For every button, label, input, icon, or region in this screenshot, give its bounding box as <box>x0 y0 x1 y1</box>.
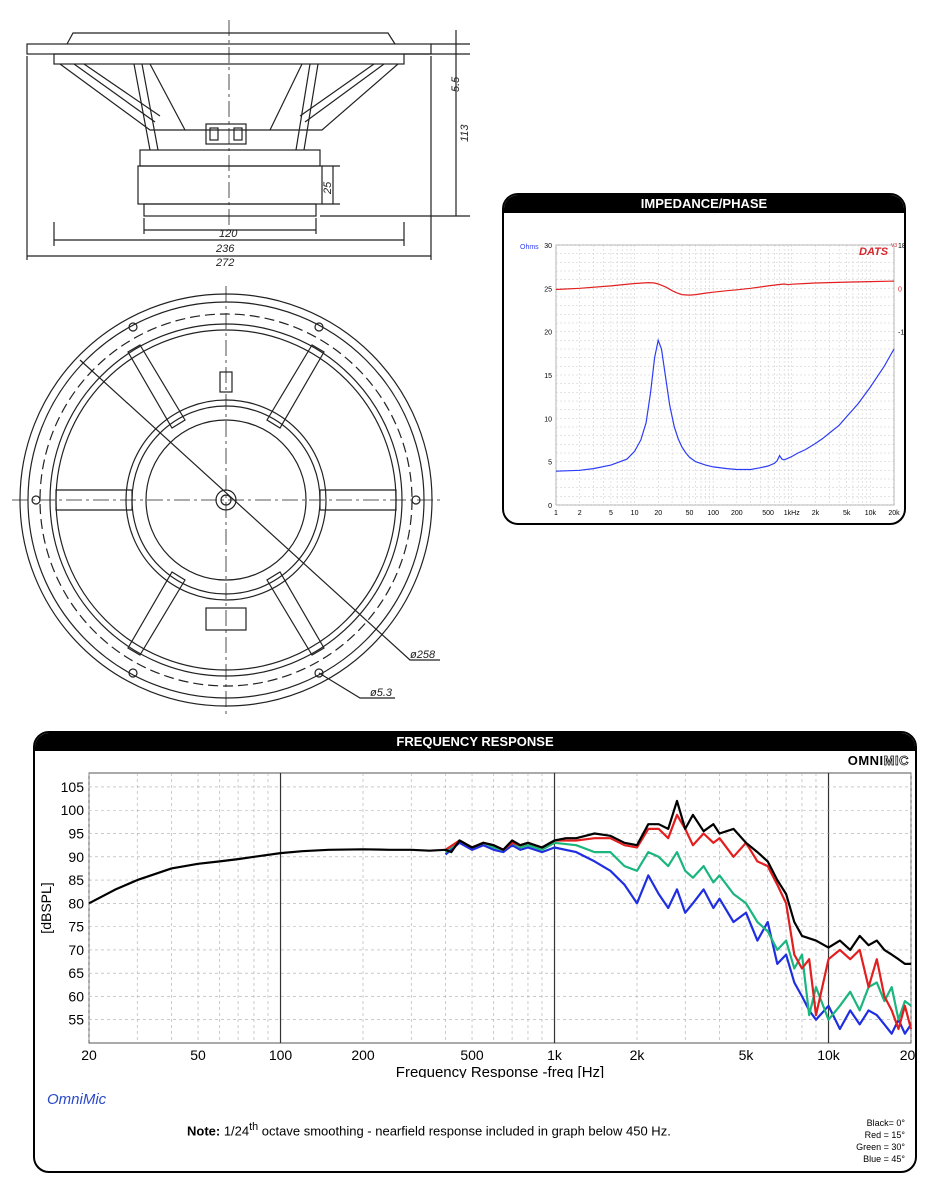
note-prefix: 1/24 <box>220 1123 250 1139</box>
fr-x-tick-label: 50 <box>190 1047 206 1063</box>
impedance-x-tick-label: 500 <box>762 510 774 517</box>
note-sup: th <box>249 1121 259 1133</box>
legend-blue: Blue = 45° <box>863 1154 905 1164</box>
impedance-y-tick-label: 5 <box>548 460 552 467</box>
omnimic-logo-left: OMNI <box>847 753 884 768</box>
frequency-response-title: FREQUENCY RESPONSE <box>35 733 915 751</box>
legend-green: Green = 30° <box>856 1142 905 1152</box>
fr-x-tick-label: 20 <box>81 1047 97 1063</box>
fr-x-tick-label: 5k <box>739 1047 755 1063</box>
dim-d5-3: ø5.3 <box>370 687 393 699</box>
fr-x-tick-label: 500 <box>460 1047 484 1063</box>
fr-y-tick-label: 75 <box>68 919 84 935</box>
fr-plot-area <box>88 772 912 1044</box>
fr-y-axis-label: [dBSPL] <box>38 882 54 933</box>
fr-x-tick-label: 200 <box>351 1047 375 1063</box>
fr-y-tick-label: 60 <box>68 988 84 1004</box>
fr-y-tick-label: 105 <box>61 779 85 795</box>
omnimic-logo-right: MIC <box>883 753 909 769</box>
impedance-x-tick-label: 5k <box>843 510 851 517</box>
fr-x-tick-label: 20k <box>900 1047 915 1063</box>
impedance-y-tick-label: 15 <box>544 373 552 380</box>
dim-236: 236 <box>215 243 235 255</box>
dim-120: 120 <box>219 228 238 240</box>
impedance-x-tick-label: 2 <box>578 510 582 517</box>
fr-y-tick-label: 100 <box>61 802 85 818</box>
impedance-curve <box>555 338 895 472</box>
dim-272: 272 <box>215 257 234 269</box>
smoothing-note: Note: 1/24th octave smoothing - nearfiel… <box>187 1121 671 1138</box>
curve-30-deg-green <box>444 839 912 1021</box>
impedance-x-tick-label: 5 <box>609 510 613 517</box>
impedance-x-tick-label: 50 <box>686 510 694 517</box>
impedance-x-tick-label: 100 <box>707 510 719 517</box>
frequency-response-chart: 55 60 65 70 75 80 85 90 95 100 105 20 50 100 200 500 1k 2… <box>38 772 915 1078</box>
impedance-y-tick-label: 10 <box>544 416 552 423</box>
impedance-panel-title: IMPEDANCE/PHASE <box>504 195 904 213</box>
dats-logo-superscript: V3 <box>891 243 897 249</box>
phase-tick-label: 0 deg <box>898 286 904 293</box>
impedance-x-tick-label: 20k <box>888 510 900 517</box>
fr-x-tick-label: 10k <box>817 1047 841 1063</box>
fr-y-tick-label: 65 <box>68 965 84 981</box>
dim-5-5: 5.5 <box>450 76 462 92</box>
impedance-x-tick-label: 10k <box>865 510 877 517</box>
speaker-drawings: 5.5 113 25 120 236 272 ø258 ø5.3 <box>12 20 471 714</box>
fr-y-tick-label: 80 <box>68 895 84 911</box>
dim-113: 113 <box>459 124 471 142</box>
impedance-y-tick-label: 30 <box>544 243 552 250</box>
fr-x-tick-label: 1k <box>547 1047 563 1063</box>
fr-y-tick-label: 95 <box>68 826 84 842</box>
fr-y-tick-label: 90 <box>68 849 84 865</box>
side-view-drawing <box>26 20 470 260</box>
fr-x-axis-label: Frequency Response -freq [Hz] <box>396 1064 604 1078</box>
fr-y-tick-label: 55 <box>68 1012 84 1028</box>
impedance-y-tick-label: 20 <box>544 330 552 337</box>
dats-logo: DATS <box>859 246 889 258</box>
legend-red: Red = 15° <box>864 1130 905 1140</box>
fr-y-tick-label: 70 <box>68 942 84 958</box>
phase-tick-label: -180° <box>898 329 904 337</box>
impedance-panel: IMPEDANCE/PHASE 1 2 5 10 20 50 100 200 500 1kHz 2k… <box>502 193 906 525</box>
impedance-x-tick-label: 1 <box>554 510 558 517</box>
omnimic-logo: OMNIMIC <box>847 753 909 769</box>
impedance-y-tick-label: 25 <box>544 286 552 293</box>
impedance-x-tick-label: 200 <box>731 510 743 517</box>
impedance-x-tick-label: 20 <box>654 510 662 517</box>
curve-45-deg-blue <box>444 841 912 1035</box>
dim-d258: ø258 <box>410 649 436 661</box>
note-rest: octave smoothing - nearfield response in… <box>258 1123 671 1139</box>
impedance-x-tick-label: 1kHz <box>784 510 800 517</box>
dim-25: 25 <box>322 181 334 195</box>
fr-x-tick-label: 100 <box>269 1047 293 1063</box>
front-view-drawing <box>12 286 440 714</box>
fr-y-tick-label: 85 <box>68 872 84 888</box>
curve-0-deg-black <box>88 799 911 965</box>
impedance-y-axis-label: Ohms <box>520 244 539 251</box>
omnimic-label: OmniMic <box>47 1091 107 1108</box>
phase-curve <box>555 280 895 296</box>
fr-x-tick-label: 2k <box>630 1047 646 1063</box>
legend-black: Black= 0° <box>866 1118 905 1128</box>
impedance-x-tick-label: 2k <box>812 510 820 517</box>
frequency-response-panel: FREQUENCY RESPONSE OMNIMIC 55 60 65 70 75 80 8… <box>33 731 917 1173</box>
impedance-y-tick-label: 0 <box>548 503 552 510</box>
phase-tick-label: 180° <box>898 242 904 250</box>
note-bold: Note: <box>187 1123 221 1139</box>
impedance-chart: 1 2 5 10 20 50 100 200 500 1kHz 2k 5k 10k 20k05101520… <box>520 242 904 517</box>
impedance-x-tick-label: 10 <box>631 510 639 517</box>
